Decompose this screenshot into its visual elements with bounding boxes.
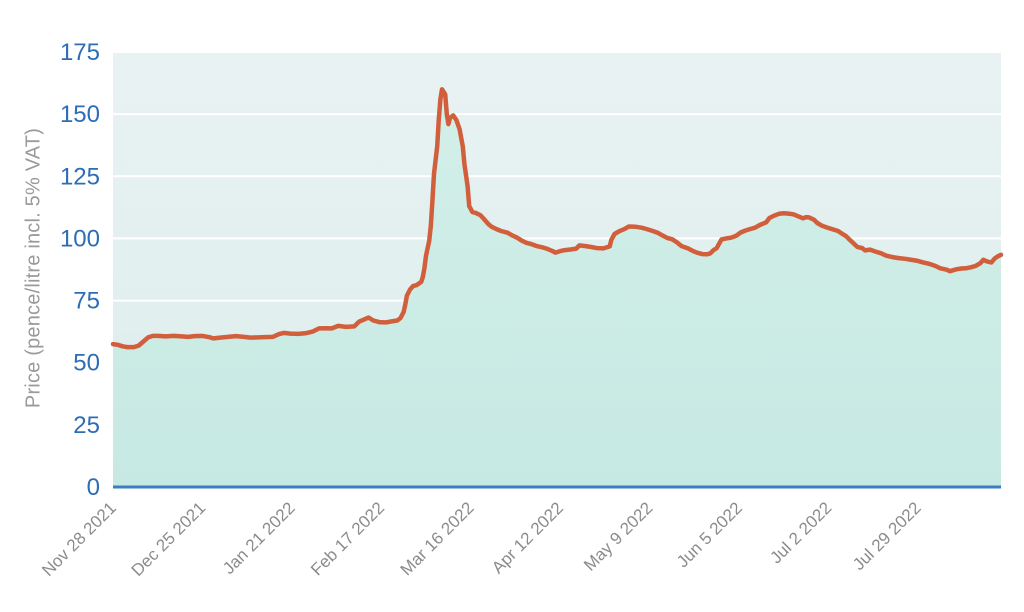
x-tick-label-8: Jul 2 2022 (766, 498, 835, 567)
y-tick-label-0: 0 (87, 474, 100, 501)
y-tick-label-125: 125 (60, 163, 100, 190)
x-tick-label-6: May 9 2022 (580, 498, 656, 574)
x-tick-label-2: Jan 21 2022 (219, 498, 299, 578)
x-tick-label-4: Mar 16 2022 (397, 498, 478, 579)
x-tick-label-1: Dec 25 2021 (128, 498, 210, 580)
x-tick-label-3: Feb 17 2022 (307, 498, 388, 579)
y-axis-title: Price (pence/litre incl. 5% VAT) (22, 127, 45, 409)
x-tick-label-7: Jun 5 2022 (673, 498, 746, 571)
price-area (113, 89, 1001, 488)
x-tick-label-5: Apr 12 2022 (488, 498, 567, 577)
x-tick-label-9: Jul 29 2022 (849, 498, 925, 574)
y-tick-label-175: 175 (60, 39, 100, 66)
y-tick-label-100: 100 (60, 225, 100, 252)
y-tick-label-150: 150 (60, 101, 100, 128)
y-tick-label-75: 75 (73, 288, 100, 315)
y-tick-label-50: 50 (73, 350, 100, 377)
price-line (110, 87, 1004, 350)
x-tick-label-0: Nov 28 2021 (38, 498, 120, 580)
y-tick-label-25: 25 (73, 412, 100, 439)
